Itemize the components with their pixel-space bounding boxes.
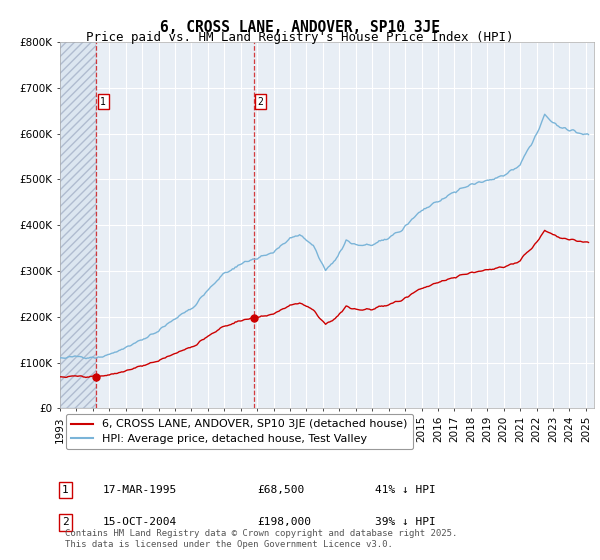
Text: 2: 2 <box>258 96 263 106</box>
Text: Contains HM Land Registry data © Crown copyright and database right 2025.
This d: Contains HM Land Registry data © Crown c… <box>65 529 458 549</box>
Text: 17-MAR-1995: 17-MAR-1995 <box>103 485 177 495</box>
Text: 2: 2 <box>62 517 69 528</box>
Text: 41% ↓ HPI: 41% ↓ HPI <box>375 485 436 495</box>
Bar <box>60 42 96 408</box>
Text: 15-OCT-2004: 15-OCT-2004 <box>103 517 177 528</box>
Text: 1: 1 <box>62 485 69 495</box>
Text: £198,000: £198,000 <box>257 517 311 528</box>
Text: 39% ↓ HPI: 39% ↓ HPI <box>375 517 436 528</box>
Text: £68,500: £68,500 <box>257 485 305 495</box>
Text: 6, CROSS LANE, ANDOVER, SP10 3JE: 6, CROSS LANE, ANDOVER, SP10 3JE <box>160 20 440 35</box>
Legend: 6, CROSS LANE, ANDOVER, SP10 3JE (detached house), HPI: Average price, detached : 6, CROSS LANE, ANDOVER, SP10 3JE (detach… <box>65 414 413 450</box>
Text: 1: 1 <box>100 96 106 106</box>
Text: Price paid vs. HM Land Registry's House Price Index (HPI): Price paid vs. HM Land Registry's House … <box>86 31 514 44</box>
